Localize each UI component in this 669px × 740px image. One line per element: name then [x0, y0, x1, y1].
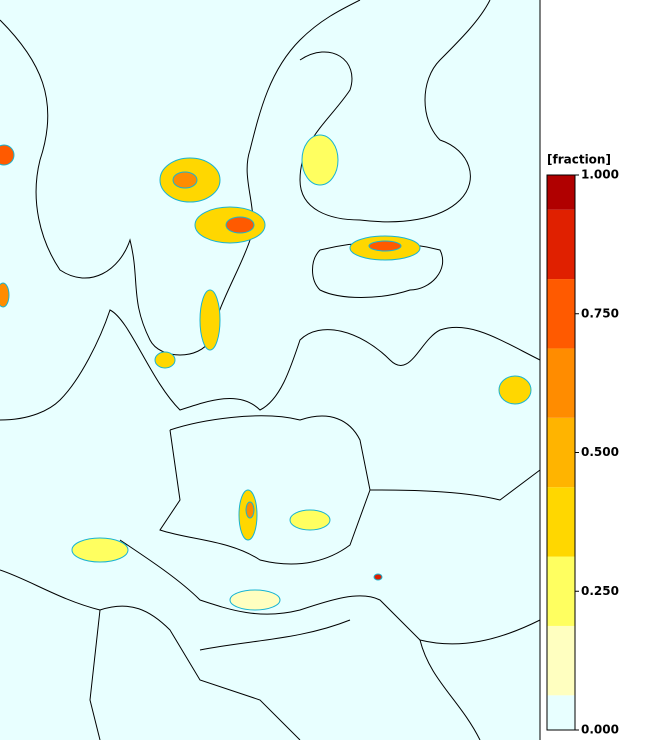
colorbar-band: [547, 417, 575, 488]
colorbar: 1.000 0.750 0.500 0.250 0.000: [546, 168, 619, 737]
colorbar-tick-label: 0.250: [581, 584, 619, 598]
colorbar-band: [547, 487, 575, 557]
colorbar-band: [547, 348, 575, 418]
colorbar-band: [547, 695, 575, 730]
colorbar-band: [547, 556, 575, 626]
colorbar-tick-label: 1.000: [581, 168, 619, 182]
colorbar-tick-label: 0.500: [581, 445, 619, 459]
colorbar-band: [547, 209, 575, 280]
colorbar-band: [547, 625, 575, 696]
colorbar-band: [547, 279, 575, 349]
colorbar-unit: [fraction]: [547, 153, 611, 167]
colorbar-tick-label: 0.750: [581, 306, 619, 320]
colorbar-tick-label: 0.000: [581, 723, 619, 737]
coastlines: [0, 0, 541, 740]
colorbar-band: [547, 175, 575, 210]
map-background: [0, 0, 540, 740]
fraction-field: [0, 134, 532, 611]
